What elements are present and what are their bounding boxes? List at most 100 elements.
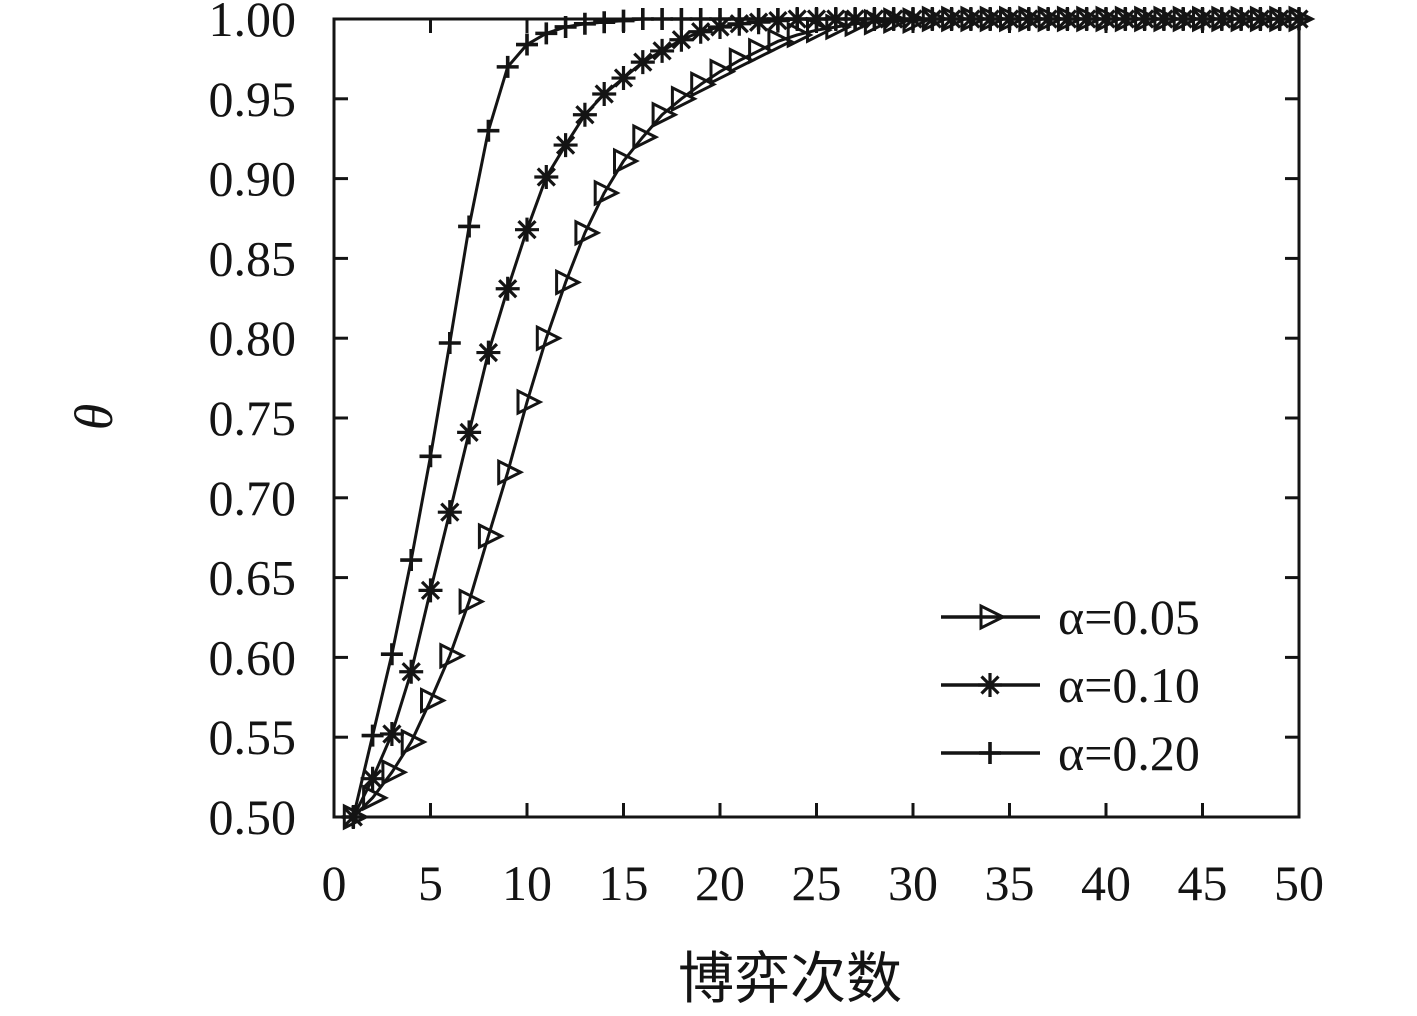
triangle-right-marker-icon xyxy=(786,21,814,49)
asterisk-marker-icon xyxy=(515,217,539,242)
legend-item: α=0.20 xyxy=(941,725,1200,781)
plus-marker-icon xyxy=(728,8,751,30)
plus-marker-icon xyxy=(940,8,963,30)
plus-marker-icon xyxy=(959,8,982,30)
plus-marker-icon xyxy=(1017,8,1040,30)
plus-marker-icon xyxy=(1114,8,1137,30)
x-tick-label: 20 xyxy=(695,855,745,911)
plus-marker-icon xyxy=(709,8,731,30)
plus-marker-icon xyxy=(1152,8,1175,30)
y-tick-label: 1.00 xyxy=(209,0,297,47)
triangle-right-marker-icon xyxy=(651,101,679,129)
asterisk-marker-icon xyxy=(669,27,694,52)
y-tick-label: 0.65 xyxy=(209,550,297,606)
plus-marker-icon xyxy=(458,215,481,238)
plus-marker-icon xyxy=(1249,8,1272,30)
plus-marker-icon xyxy=(766,8,789,30)
plus-marker-icon xyxy=(1075,8,1098,30)
plus-marker-icon xyxy=(747,8,770,30)
x-axis-title: 博弈次数 xyxy=(678,949,902,1011)
plus-marker-icon xyxy=(554,15,577,38)
plus-marker-icon xyxy=(535,22,558,45)
plus-marker-icon xyxy=(689,8,712,30)
plus-marker-icon xyxy=(882,8,905,30)
triangle-right-marker-icon xyxy=(420,687,447,714)
plus-marker-icon xyxy=(1288,8,1310,30)
triangle-right-marker-icon xyxy=(979,603,1007,631)
plus-marker-icon xyxy=(516,33,538,56)
triangle-right-marker-icon xyxy=(458,588,486,615)
legend-label: α=0.20 xyxy=(1058,725,1200,781)
plus-marker-icon xyxy=(573,12,596,35)
plus-marker-icon xyxy=(1172,8,1195,30)
plus-marker-icon xyxy=(805,8,828,30)
plus-marker-icon xyxy=(1210,8,1233,30)
plus-marker-icon xyxy=(1230,8,1253,30)
asterisk-marker-icon xyxy=(572,102,597,127)
series--0.20 xyxy=(342,8,1310,828)
plus-marker-icon xyxy=(1037,8,1060,30)
plus-marker-icon xyxy=(1095,8,1117,30)
y-tick-label: 0.60 xyxy=(209,629,297,685)
plus-marker-icon xyxy=(998,8,1021,30)
plus-marker-icon xyxy=(979,8,1002,30)
plus-marker-icon xyxy=(921,8,944,30)
asterisk-marker-icon xyxy=(611,66,636,91)
triangle-right-marker-icon xyxy=(555,268,582,296)
triangle-right-marker-icon xyxy=(439,642,467,670)
plus-marker-icon xyxy=(400,549,423,572)
triangle-right-marker-icon xyxy=(748,37,775,65)
asterisk-marker-icon xyxy=(379,722,404,747)
series-layer xyxy=(341,5,1316,831)
triangle-right-marker-icon xyxy=(728,47,756,74)
asterisk-marker-icon xyxy=(495,276,520,301)
asterisk-marker-icon xyxy=(476,340,501,365)
triangle-right-marker-icon xyxy=(574,219,602,247)
asterisk-marker-icon xyxy=(978,673,1002,697)
legend-item: α=0.05 xyxy=(941,589,1200,645)
asterisk-marker-icon xyxy=(418,578,443,603)
y-tick-label: 0.80 xyxy=(209,310,297,366)
y-tick-label: 0.70 xyxy=(209,470,297,526)
y-tick-label: 0.55 xyxy=(209,709,297,765)
triangle-right-marker-icon xyxy=(632,123,660,151)
plus-marker-icon xyxy=(631,8,654,30)
y-tick-label: 0.85 xyxy=(209,230,297,286)
triangle-right-marker-icon xyxy=(400,728,428,756)
tick-layer: 0 5 10 15 20 25 30 35 40 45 50 0.50 0.55 0.60 0.65 0.70… xyxy=(209,0,1325,911)
triangle-right-marker-icon xyxy=(516,388,544,416)
plus-marker-icon xyxy=(612,9,635,32)
triangle-right-marker-icon xyxy=(381,758,409,786)
y-tick-label: 0.95 xyxy=(209,71,297,127)
plus-marker-icon xyxy=(496,55,519,78)
plus-marker-icon xyxy=(477,119,500,142)
x-tick-label: 50 xyxy=(1274,855,1324,911)
asterisk-marker-icon xyxy=(553,133,578,158)
asterisk-marker-icon xyxy=(688,19,713,44)
asterisk-marker-icon xyxy=(534,165,559,190)
x-tick-label: 10 xyxy=(502,855,552,911)
x-tick-label: 35 xyxy=(985,855,1035,911)
plus-marker-icon xyxy=(380,643,403,666)
plus-marker-icon xyxy=(670,8,693,30)
triangle-right-marker-icon xyxy=(709,58,737,86)
legend-item: α=0.10 xyxy=(941,657,1200,713)
plus-marker-icon xyxy=(593,11,616,34)
legend-label: α=0.05 xyxy=(1058,589,1200,645)
plus-marker-icon xyxy=(438,331,461,354)
plus-marker-icon xyxy=(844,8,867,30)
triangle-right-marker-icon xyxy=(690,71,718,98)
triangle-right-marker-icon xyxy=(477,522,505,550)
plus-marker-icon xyxy=(419,445,442,468)
triangle-right-marker-icon xyxy=(806,16,833,44)
plus-marker-icon xyxy=(342,806,365,828)
plus-marker-icon xyxy=(1056,8,1079,30)
plus-marker-icon xyxy=(786,8,809,30)
triangle-right-marker-icon xyxy=(670,85,698,113)
triangle-right-marker-icon xyxy=(497,458,525,486)
x-tick-label: 25 xyxy=(792,855,842,911)
asterisk-marker-icon xyxy=(399,659,424,684)
triangle-right-marker-icon xyxy=(535,324,563,352)
